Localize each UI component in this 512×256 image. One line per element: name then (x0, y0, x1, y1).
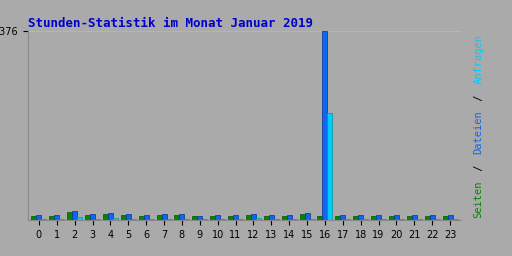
Bar (220, 219, 225, 220)
Text: Seiten: Seiten (474, 180, 484, 218)
Bar (389, 216, 394, 220)
Bar (121, 215, 126, 220)
Bar (131, 219, 136, 220)
Bar (157, 215, 161, 220)
Bar (412, 215, 417, 220)
Bar (233, 216, 238, 220)
Bar (113, 218, 118, 220)
Bar (300, 214, 305, 220)
Bar (77, 217, 82, 220)
Bar (353, 216, 358, 220)
Bar (264, 216, 269, 220)
Bar (256, 218, 261, 220)
Bar (430, 215, 435, 220)
Bar (210, 216, 215, 220)
Text: Stunden-Statistik im Monat Januar 2019: Stunden-Statistik im Monat Januar 2019 (28, 17, 313, 29)
Bar (72, 211, 77, 220)
Bar (358, 215, 363, 220)
Bar (376, 215, 381, 220)
Bar (238, 219, 243, 220)
Bar (274, 219, 279, 220)
Bar (282, 216, 287, 220)
Bar (179, 214, 184, 220)
Bar (399, 219, 404, 220)
Bar (435, 219, 440, 220)
Bar (54, 215, 59, 220)
Bar (59, 219, 65, 220)
Bar (49, 216, 54, 220)
Bar (95, 219, 100, 220)
Bar (447, 216, 453, 220)
Bar (317, 216, 323, 220)
Bar (407, 216, 412, 220)
Text: Dateien: Dateien (474, 111, 484, 154)
Bar (310, 219, 314, 220)
Bar (381, 219, 386, 220)
Bar (161, 214, 166, 220)
Bar (144, 215, 148, 220)
Bar (442, 216, 447, 220)
Text: /: / (474, 158, 484, 177)
Bar (202, 219, 207, 220)
Bar (345, 219, 350, 220)
Bar (246, 215, 251, 220)
Bar (269, 215, 274, 220)
Bar (228, 216, 233, 220)
Bar (85, 215, 90, 220)
Bar (424, 216, 430, 220)
Bar (335, 216, 340, 220)
Bar (340, 215, 345, 220)
Bar (31, 216, 36, 220)
Bar (394, 215, 399, 220)
Bar (166, 219, 172, 220)
Bar (148, 219, 154, 220)
Bar (417, 219, 422, 220)
Bar (41, 219, 47, 220)
Bar (305, 213, 310, 220)
Bar (103, 214, 108, 220)
Bar (328, 113, 332, 220)
Bar (292, 219, 296, 220)
Bar (287, 215, 292, 220)
Bar (175, 215, 179, 220)
Text: /: / (474, 88, 484, 107)
Bar (126, 214, 131, 220)
Bar (193, 216, 197, 220)
Text: Anfragen: Anfragen (474, 34, 484, 84)
Bar (36, 215, 41, 220)
Bar (67, 212, 72, 220)
Bar (108, 213, 113, 220)
Bar (323, 31, 328, 220)
Bar (453, 219, 458, 220)
Bar (90, 214, 95, 220)
Bar (251, 214, 256, 220)
Bar (371, 216, 376, 220)
Bar (215, 215, 220, 220)
Bar (363, 219, 368, 220)
Bar (184, 219, 189, 220)
Bar (139, 216, 144, 220)
Bar (197, 216, 202, 220)
